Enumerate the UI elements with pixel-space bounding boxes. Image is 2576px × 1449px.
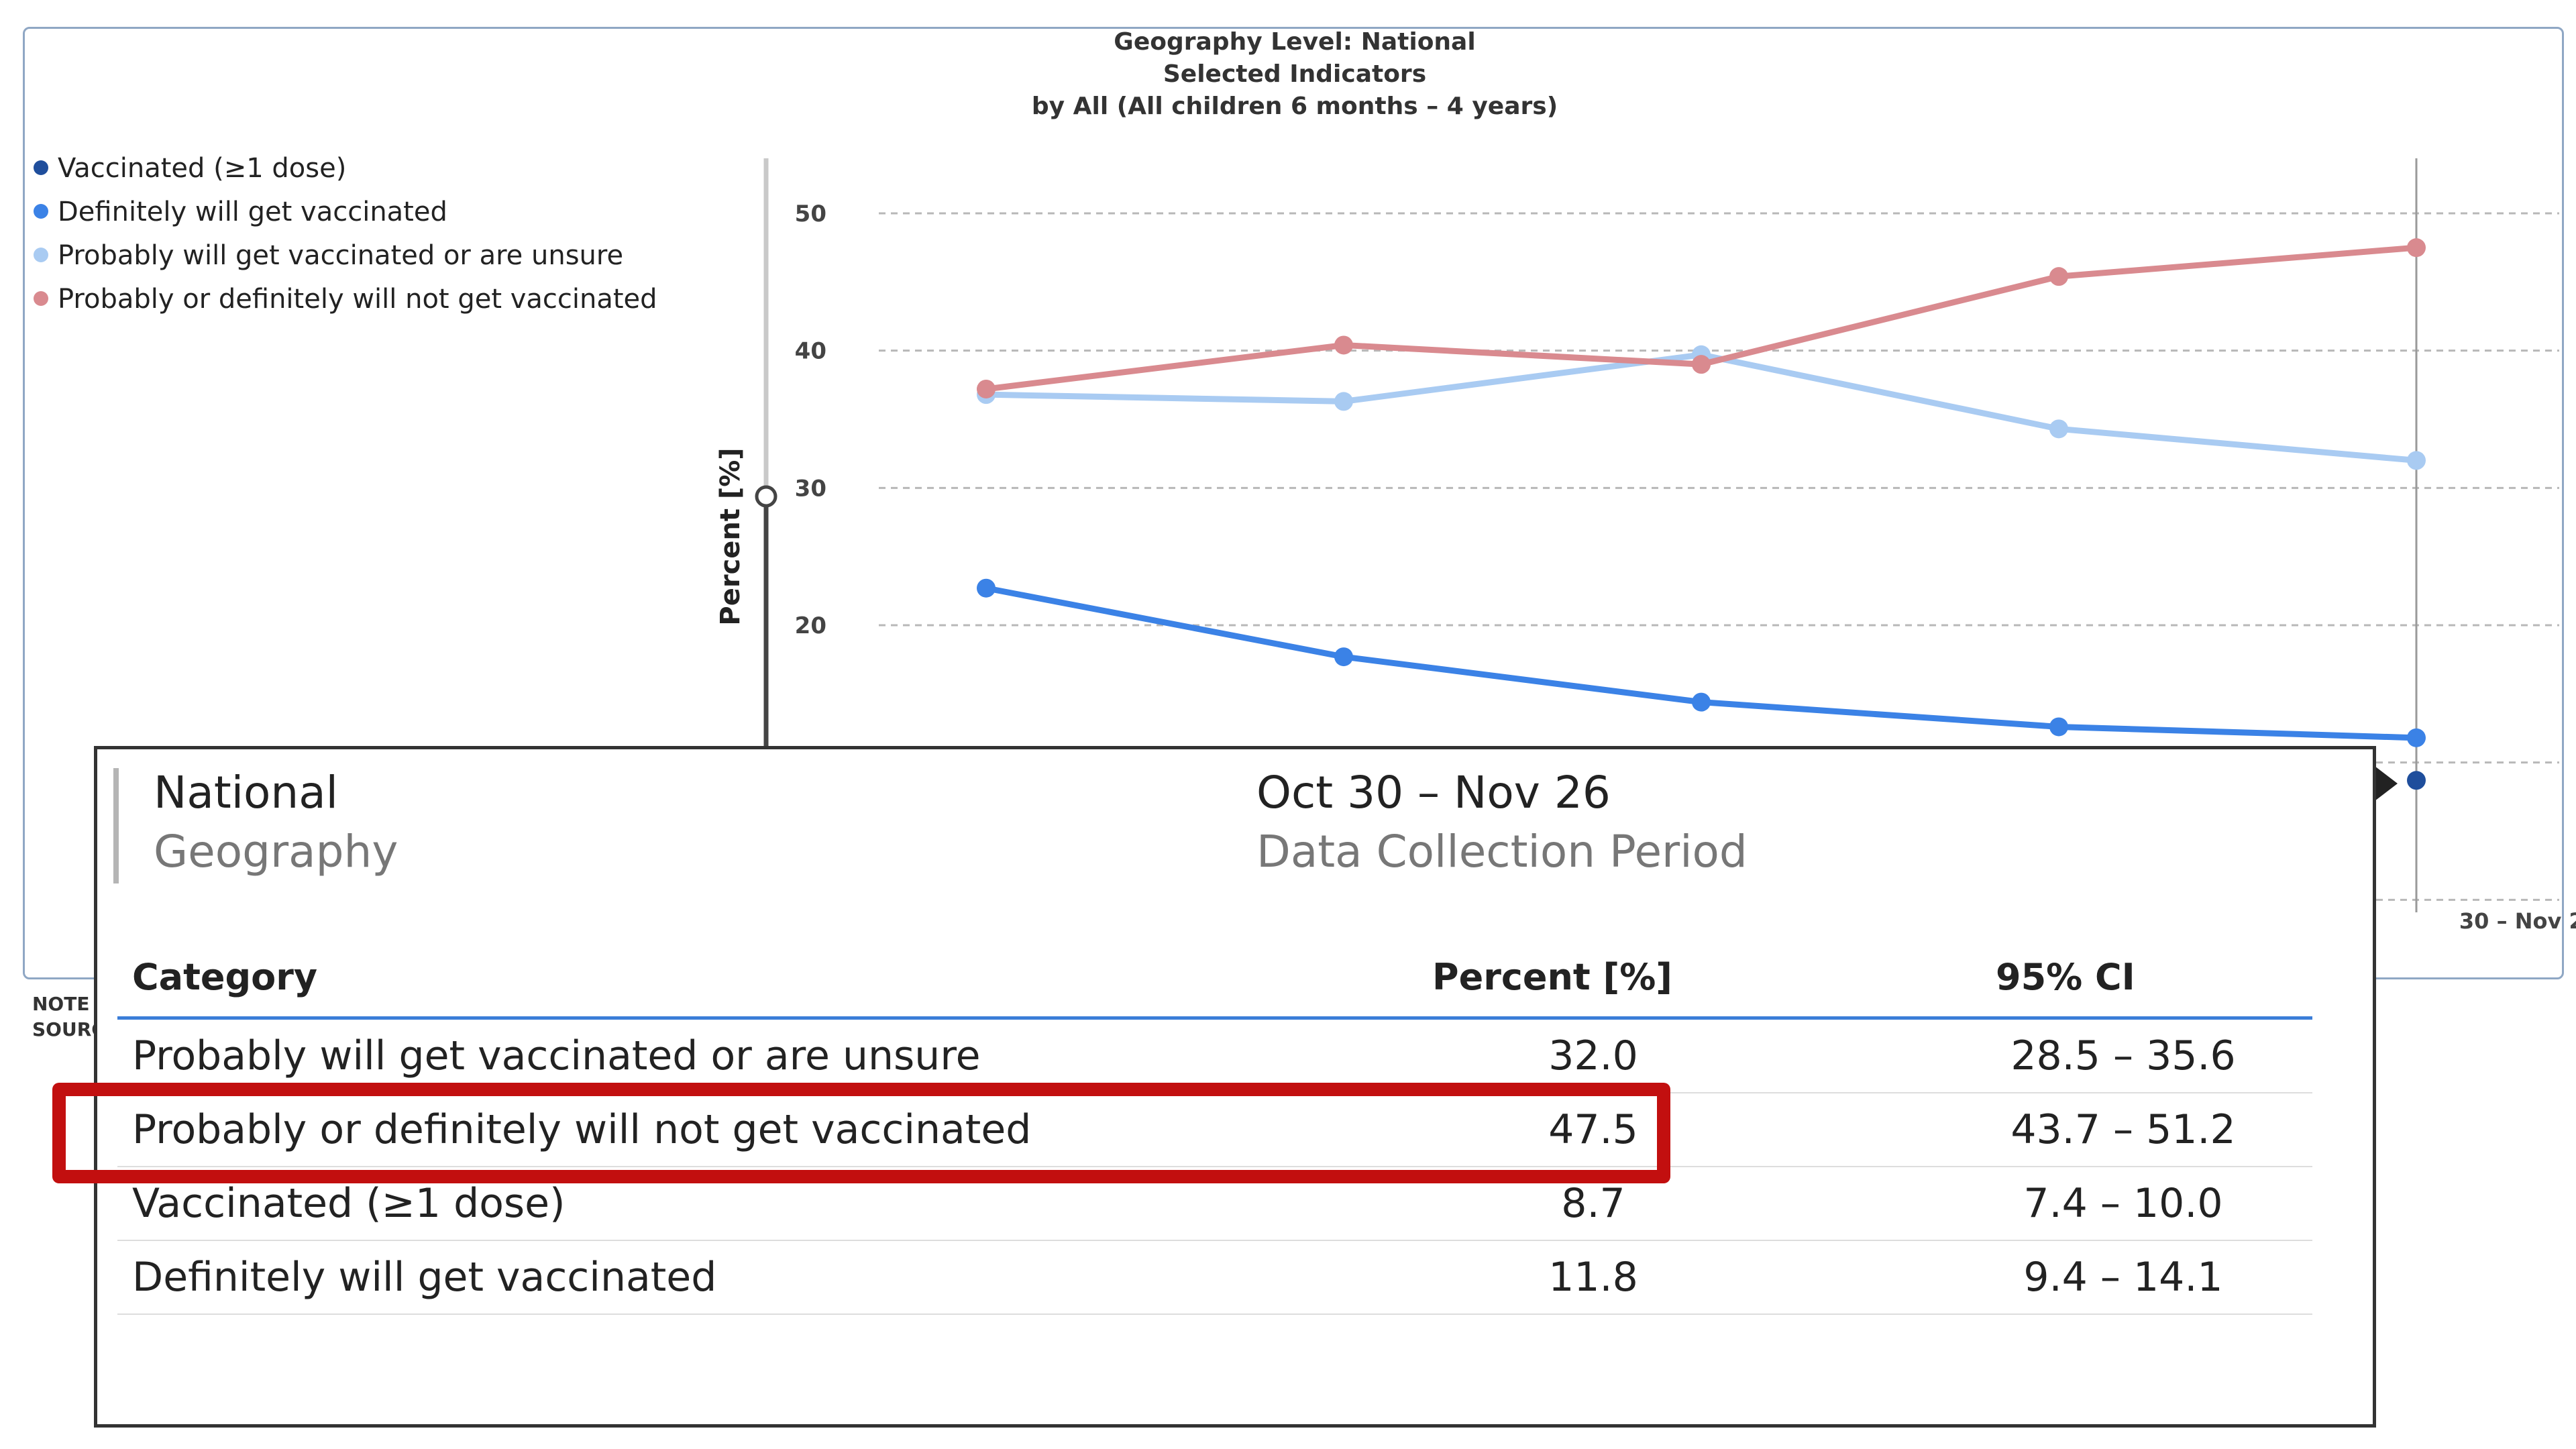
- axis-handle-icon: [755, 485, 777, 508]
- legend-label: Probably or definitely will not get vacc…: [58, 284, 657, 315]
- column-header-percent: Percent [%]: [1432, 956, 1672, 998]
- table-row: Definitely will get vaccinated 11.8 9.4 …: [117, 1241, 2312, 1315]
- y-tick-label: 20: [795, 612, 826, 639]
- data-point: [2407, 238, 2426, 258]
- legend-item-vaccinated[interactable]: Vaccinated (≥1 dose): [34, 151, 657, 195]
- legend-item-will-not[interactable]: Probably or definitely will not get vacc…: [34, 282, 657, 325]
- row-category: Probably will get vaccinated or are unsu…: [132, 1032, 981, 1079]
- column-header-ci: 95% CI: [1996, 956, 2135, 998]
- row-ci: 28.5 – 35.6: [2010, 1032, 2236, 1079]
- table-row: Vaccinated (≥1 dose) 8.7 7.4 – 10.0: [117, 1167, 2312, 1241]
- y-tick-label: 40: [795, 338, 826, 365]
- period-value: Oct 30 – Nov 26: [1256, 767, 1611, 818]
- legend-label: Vaccinated (≥1 dose): [58, 153, 347, 184]
- tooltip-accent-bar: [113, 768, 119, 883]
- row-ci: 9.4 – 14.1: [2023, 1254, 2223, 1301]
- data-point: [2049, 419, 2068, 439]
- chart-legend: Vaccinated (≥1 dose) Definitely will get…: [34, 151, 657, 325]
- y-tick-label: 30: [795, 475, 826, 502]
- row-percent: 47.5: [1548, 1106, 1638, 1153]
- data-point: [1334, 335, 1353, 355]
- highlight-box: [52, 1083, 1670, 1183]
- data-point: [2407, 771, 2426, 790]
- legend-dot-icon: [34, 291, 48, 306]
- row-ci: 43.7 – 51.2: [2010, 1106, 2236, 1153]
- legend-item-probably[interactable]: Probably will get vaccinated or are unsu…: [34, 238, 657, 282]
- source-label: SOURC: [32, 1018, 105, 1040]
- data-point: [977, 578, 996, 598]
- data-point: [2407, 451, 2426, 470]
- legend-dot-icon: [34, 160, 48, 175]
- row-percent: 8.7: [1561, 1180, 1625, 1227]
- legend-item-definitely[interactable]: Definitely will get vaccinated: [34, 195, 657, 238]
- note-label: NOTE: [32, 993, 90, 1015]
- legend-label: Definitely will get vaccinated: [58, 197, 447, 227]
- row-category: Vaccinated (≥1 dose): [132, 1180, 566, 1227]
- column-header-category: Category: [132, 956, 318, 998]
- legend-dot-icon: [34, 248, 48, 262]
- row-category: Probably or definitely will not get vacc…: [132, 1106, 1032, 1153]
- chart-subtitle-2: by All (All children 6 months – 4 years): [1031, 93, 1558, 120]
- x-tick-label: 30 – Nov 26: [2459, 908, 2576, 934]
- y-tick-label: 50: [795, 201, 826, 227]
- data-point: [1692, 355, 1711, 374]
- data-point: [1334, 392, 1353, 411]
- row-ci: 7.4 – 10.0: [2023, 1180, 2223, 1227]
- row-percent: 11.8: [1548, 1254, 1638, 1301]
- data-point: [977, 379, 996, 398]
- data-point: [2407, 728, 2426, 747]
- row-category: Definitely will get vaccinated: [132, 1254, 717, 1301]
- series-line: [983, 585, 2420, 741]
- data-point: [1692, 692, 1711, 712]
- chart-notes: NOTE SOURC: [32, 991, 105, 1042]
- data-point: [2049, 267, 2068, 286]
- y-axis-label: Percent [%]: [715, 447, 746, 625]
- data-point: [1334, 647, 1353, 667]
- data-point: [2049, 717, 2068, 737]
- period-caption: Data Collection Period: [1256, 826, 1748, 877]
- legend-dot-icon: [34, 204, 48, 219]
- table-row: Probably or definitely will not get vacc…: [117, 1093, 2312, 1167]
- legend-label: Probably will get vaccinated or are unsu…: [58, 240, 624, 271]
- tooltip-pointer-icon: [2375, 766, 2398, 801]
- geography-caption: Geography: [154, 826, 398, 877]
- row-percent: 32.0: [1548, 1032, 1638, 1079]
- chart-subtitle: Selected Indicators: [1163, 60, 1427, 88]
- header-rule: [117, 1016, 2312, 1020]
- chart-title: Geography Level: National: [1114, 28, 1476, 56]
- geography-value: National: [154, 767, 339, 818]
